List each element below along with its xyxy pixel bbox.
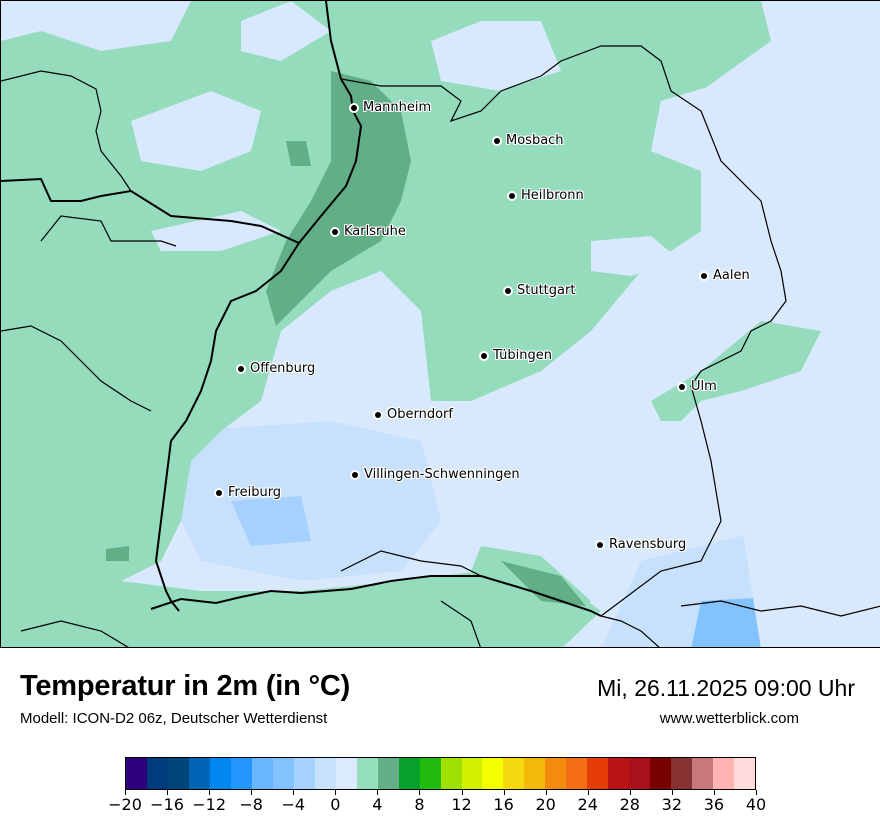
colorbar-tick: [293, 790, 295, 795]
city-marker-icon: [494, 137, 500, 144]
city-marker-icon: [216, 489, 222, 496]
colorbar-tick-label: −4: [281, 795, 306, 814]
colorbar-tick: [209, 790, 211, 795]
colorbar-tick-label: −16: [150, 795, 184, 814]
colorbar-segment: [419, 758, 441, 789]
colorbar-tick-label: 40: [745, 795, 767, 814]
city-heilbronn: Heilbronn: [509, 188, 584, 203]
colorbar-segment: [209, 758, 231, 789]
colorbar-segment: [293, 758, 315, 789]
colorbar-tick: [251, 790, 253, 795]
city-marker-icon: [375, 411, 381, 418]
city-marker-icon: [352, 471, 358, 478]
colorbar-tick-label: 4: [372, 795, 383, 814]
colorbar-tick-label: 0: [330, 795, 341, 814]
city-tuebingen: Tübingen: [481, 348, 552, 363]
temperature-map: Mannheim Mosbach Heilbronn Karlsruhe Aal…: [0, 0, 880, 648]
city-stuttgart: Stuttgart: [505, 283, 575, 298]
colorbar-segment: [167, 758, 189, 789]
colorbar-segment: [545, 758, 567, 789]
colorbar-tick: [756, 790, 757, 795]
colorbar-tick: [167, 790, 169, 795]
city-ulm: Ulm: [679, 379, 717, 394]
colorbar-tick: [629, 790, 631, 795]
colorbar-segment: [608, 758, 630, 789]
forecast-datetime: Mi, 26.11.2025 09:00 Uhr: [597, 675, 855, 701]
colorbar-ticks: −20 −16 −12 −8 −4 0 4 8 12 16 20 24 28 32 36 40: [108, 790, 766, 830]
colorbar-tick-label: 24: [577, 795, 598, 814]
colorbar-segment: [377, 758, 399, 789]
city-oberndorf: Oberndorf: [375, 407, 453, 422]
colorbar-tick-label: 12: [451, 795, 472, 814]
colorbar-segment: [188, 758, 210, 789]
colorbar-tick: [671, 790, 673, 795]
colorbar-tick: [419, 790, 421, 795]
colorbar-segment: [126, 758, 147, 789]
colorbar-tick-label: 36: [703, 795, 725, 814]
colorbar-tick: [335, 790, 337, 795]
colorbar-tick-label: 20: [535, 795, 556, 814]
city-offenburg: Offenburg: [238, 361, 315, 376]
colorbar-tick: [545, 790, 547, 795]
colorbar-tick-label: −8: [239, 795, 263, 814]
colorbar-tick-label: −20: [108, 795, 142, 814]
colorbar-segment: [524, 758, 546, 789]
colorbar-segment: [692, 758, 714, 789]
city-villingen-schwenningen: Villingen-Schwenningen: [352, 467, 520, 482]
colorbar-segment: [629, 758, 651, 789]
city-marker-icon: [509, 192, 515, 199]
colorbar-segment: [146, 758, 168, 789]
colorbar-segment: [356, 758, 378, 789]
city-marker-icon: [481, 352, 487, 359]
colorbar-tick: [461, 790, 463, 795]
colorbar-segment: [671, 758, 693, 789]
map-canvas: [1, 1, 880, 647]
city-marker-icon: [332, 228, 338, 235]
colorbar-tick-label: −12: [192, 795, 227, 814]
colorbar-tick-label: 32: [661, 795, 683, 814]
city-marker-icon: [351, 104, 357, 111]
colorbar-tick: [377, 790, 379, 795]
colorbar-tick: [713, 790, 715, 795]
city-karlsruhe: Karlsruhe: [332, 224, 406, 239]
colorbar-tick: [125, 790, 126, 795]
colorbar-segment: [587, 758, 609, 789]
colorbar-segment: [482, 758, 504, 789]
city-ravensburg: Ravensburg: [597, 537, 686, 552]
colorbar-segment: [734, 758, 756, 789]
colorbar-segment: [566, 758, 588, 789]
model-source: Modell: ICON-D2 06z, Deutscher Wetterdie…: [20, 710, 328, 727]
city-marker-icon: [679, 383, 685, 390]
colorbar-segment: [314, 758, 336, 789]
colorbar-tick: [503, 790, 505, 795]
colorbar-segment: [230, 758, 252, 789]
city-marker-icon: [701, 272, 707, 279]
city-mannheim: Mannheim: [351, 100, 431, 115]
colorbar-segment: [650, 758, 672, 789]
colorbar-segment: [335, 758, 357, 789]
colorbar-tick-label: 16: [493, 795, 514, 814]
website-link[interactable]: www.wetterblick.com: [659, 710, 799, 727]
colorbar-segment: [398, 758, 420, 789]
colorbar-segment: [503, 758, 525, 789]
colorbar-segment: [251, 758, 273, 789]
colorbar-segment: [272, 758, 294, 789]
colorbar-tick: [587, 790, 589, 795]
map-title: Temperatur in 2m (in °C): [20, 670, 351, 702]
colorbar-segment: [440, 758, 462, 789]
temperature-colorbar: [125, 757, 756, 790]
colorbar-segment: [461, 758, 483, 789]
city-marker-icon: [505, 287, 511, 294]
colorbar-tick-label: 8: [414, 795, 425, 814]
city-marker-icon: [597, 541, 603, 548]
city-marker-icon: [238, 365, 244, 372]
city-aalen: Aalen: [701, 268, 750, 283]
colorbar-tick-label: 28: [619, 795, 640, 814]
city-freiburg: Freiburg: [216, 485, 281, 500]
city-mosbach: Mosbach: [494, 133, 564, 148]
colorbar-segment: [713, 758, 735, 789]
